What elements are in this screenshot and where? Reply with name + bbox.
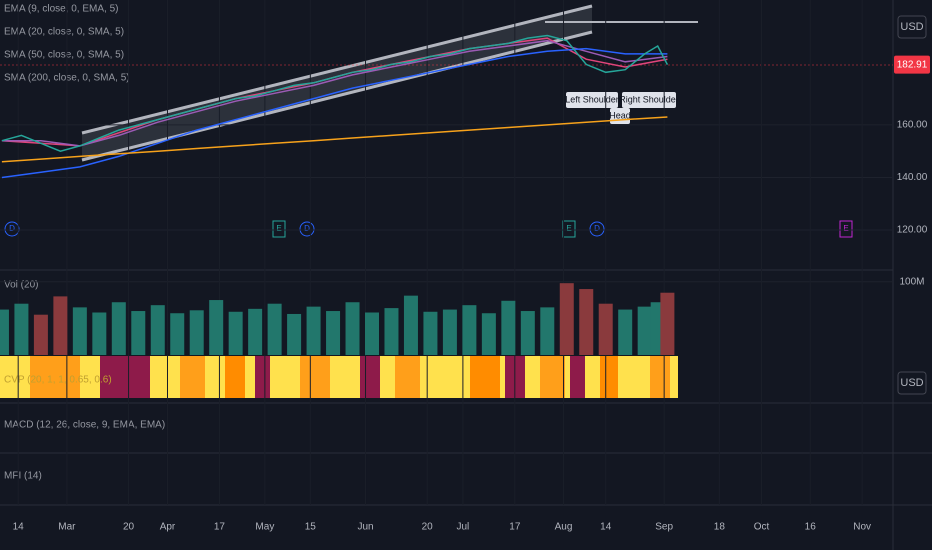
volume-bar — [189, 310, 204, 355]
volume-bar — [520, 311, 535, 355]
ma-line — [1, 39, 668, 147]
volume-bar — [33, 314, 48, 355]
volume-bar — [618, 309, 633, 355]
y-tick-label: 160.00 — [897, 120, 928, 131]
volume-bar — [72, 307, 87, 355]
price-line — [1, 34, 669, 152]
last-price-box — [894, 55, 930, 74]
x-tick-label: 20 — [422, 522, 434, 533]
event-markers: D E D E D E — [4, 220, 853, 238]
event-marker[interactable]: D — [9, 224, 15, 233]
x-tick-label: 17 — [214, 522, 226, 533]
trend-channel — [82, 6, 592, 160]
legend-entry: SMA (50, close, 0, SMA, 5) — [4, 50, 124, 61]
volume-bar — [248, 308, 263, 355]
x-tick-label: 14 — [13, 522, 25, 533]
volume-label: Vol (20) — [4, 280, 38, 291]
currency-box[interactable] — [897, 15, 927, 39]
pattern-label: Left Shoulder — [565, 94, 619, 104]
volume-bar — [150, 305, 165, 355]
macd-label: MACD (12, 26, close, 9, EMA, EMA) — [4, 420, 165, 431]
currency-box[interactable] — [897, 371, 927, 395]
volume-bar — [481, 313, 496, 355]
x-tick-label: Aug — [555, 522, 573, 533]
x-tick-label: 18 — [714, 522, 726, 533]
x-tick-label: 17 — [509, 522, 521, 533]
x-tick-label: 16 — [805, 522, 817, 533]
legend-entry: EMA (20, close, 0, SMA, 5) — [4, 27, 124, 38]
currency-label[interactable]: USD — [900, 377, 923, 389]
volume-bar — [637, 306, 652, 355]
volume-bar — [501, 300, 516, 355]
volume-bar — [345, 302, 360, 355]
legend-entry: EMA (9, close, 0, EMA, 5) — [4, 4, 118, 15]
volume-bar — [598, 303, 613, 355]
volume-bar — [442, 309, 457, 355]
pattern-labels: Left Shoulder Head Right Shoulder — [565, 92, 679, 124]
band-label: CVP (20, 1, 1, 0.65, 0.6) — [4, 375, 112, 386]
last-price-label: 182.91 — [897, 59, 928, 70]
volume-bar — [170, 313, 185, 355]
volume-bar — [267, 303, 282, 355]
x-tick-label: 20 — [123, 522, 135, 533]
volume-bar — [0, 309, 9, 355]
volume-bar — [462, 305, 477, 355]
pattern-label: Head — [609, 110, 631, 120]
volume-bar — [228, 311, 243, 355]
volume-bar — [403, 295, 418, 355]
volume-bar — [365, 312, 380, 355]
volume-bar — [209, 300, 224, 355]
pattern-label: Right Shoulder — [619, 94, 679, 104]
volume-bar — [111, 302, 126, 355]
event-marker[interactable]: E — [276, 224, 281, 233]
currency-label[interactable]: USD — [900, 21, 923, 33]
event-marker[interactable]: D — [304, 224, 310, 233]
volume-bar — [579, 289, 594, 355]
band-indicator: CVP (20, 1, 1, 0.65, 0.6) — [0, 356, 678, 398]
x-tick-label: Apr — [160, 522, 176, 533]
y-tick-label: 100M — [899, 276, 924, 287]
event-marker[interactable]: D — [594, 224, 600, 233]
event-marker[interactable]: E — [566, 224, 571, 233]
volume-bar — [384, 308, 399, 355]
volume-bar — [660, 292, 675, 355]
y-tick-label: 140.00 — [897, 172, 928, 183]
event-marker[interactable]: E — [843, 224, 848, 233]
volume-bar — [53, 296, 68, 355]
x-tick-label: Oct — [754, 522, 770, 533]
volume-bar — [326, 311, 341, 355]
x-tick-label: Mar — [58, 522, 76, 533]
volume-bar — [306, 306, 321, 355]
volume-bar — [287, 313, 302, 355]
volume-bar — [559, 283, 574, 355]
x-tick-label: Jun — [357, 522, 373, 533]
x-tick-label: May — [255, 522, 274, 533]
volume-bar — [423, 311, 438, 355]
ma-line — [1, 47, 668, 179]
y-tick-label: 120.00 — [897, 225, 928, 236]
x-tick-label: 14 — [600, 522, 612, 533]
x-tick-label: Jul — [456, 522, 469, 533]
volume-bar — [14, 303, 29, 355]
x-tick-label: 15 — [305, 522, 317, 533]
x-tick-label: Nov — [853, 522, 871, 533]
volume-bar — [540, 307, 555, 355]
volume-bar — [131, 311, 146, 355]
volume-bar — [92, 312, 107, 355]
ma-line — [1, 116, 668, 163]
mfi-label: MFI (14) — [4, 471, 42, 482]
x-tick-label: Sep — [655, 522, 673, 533]
